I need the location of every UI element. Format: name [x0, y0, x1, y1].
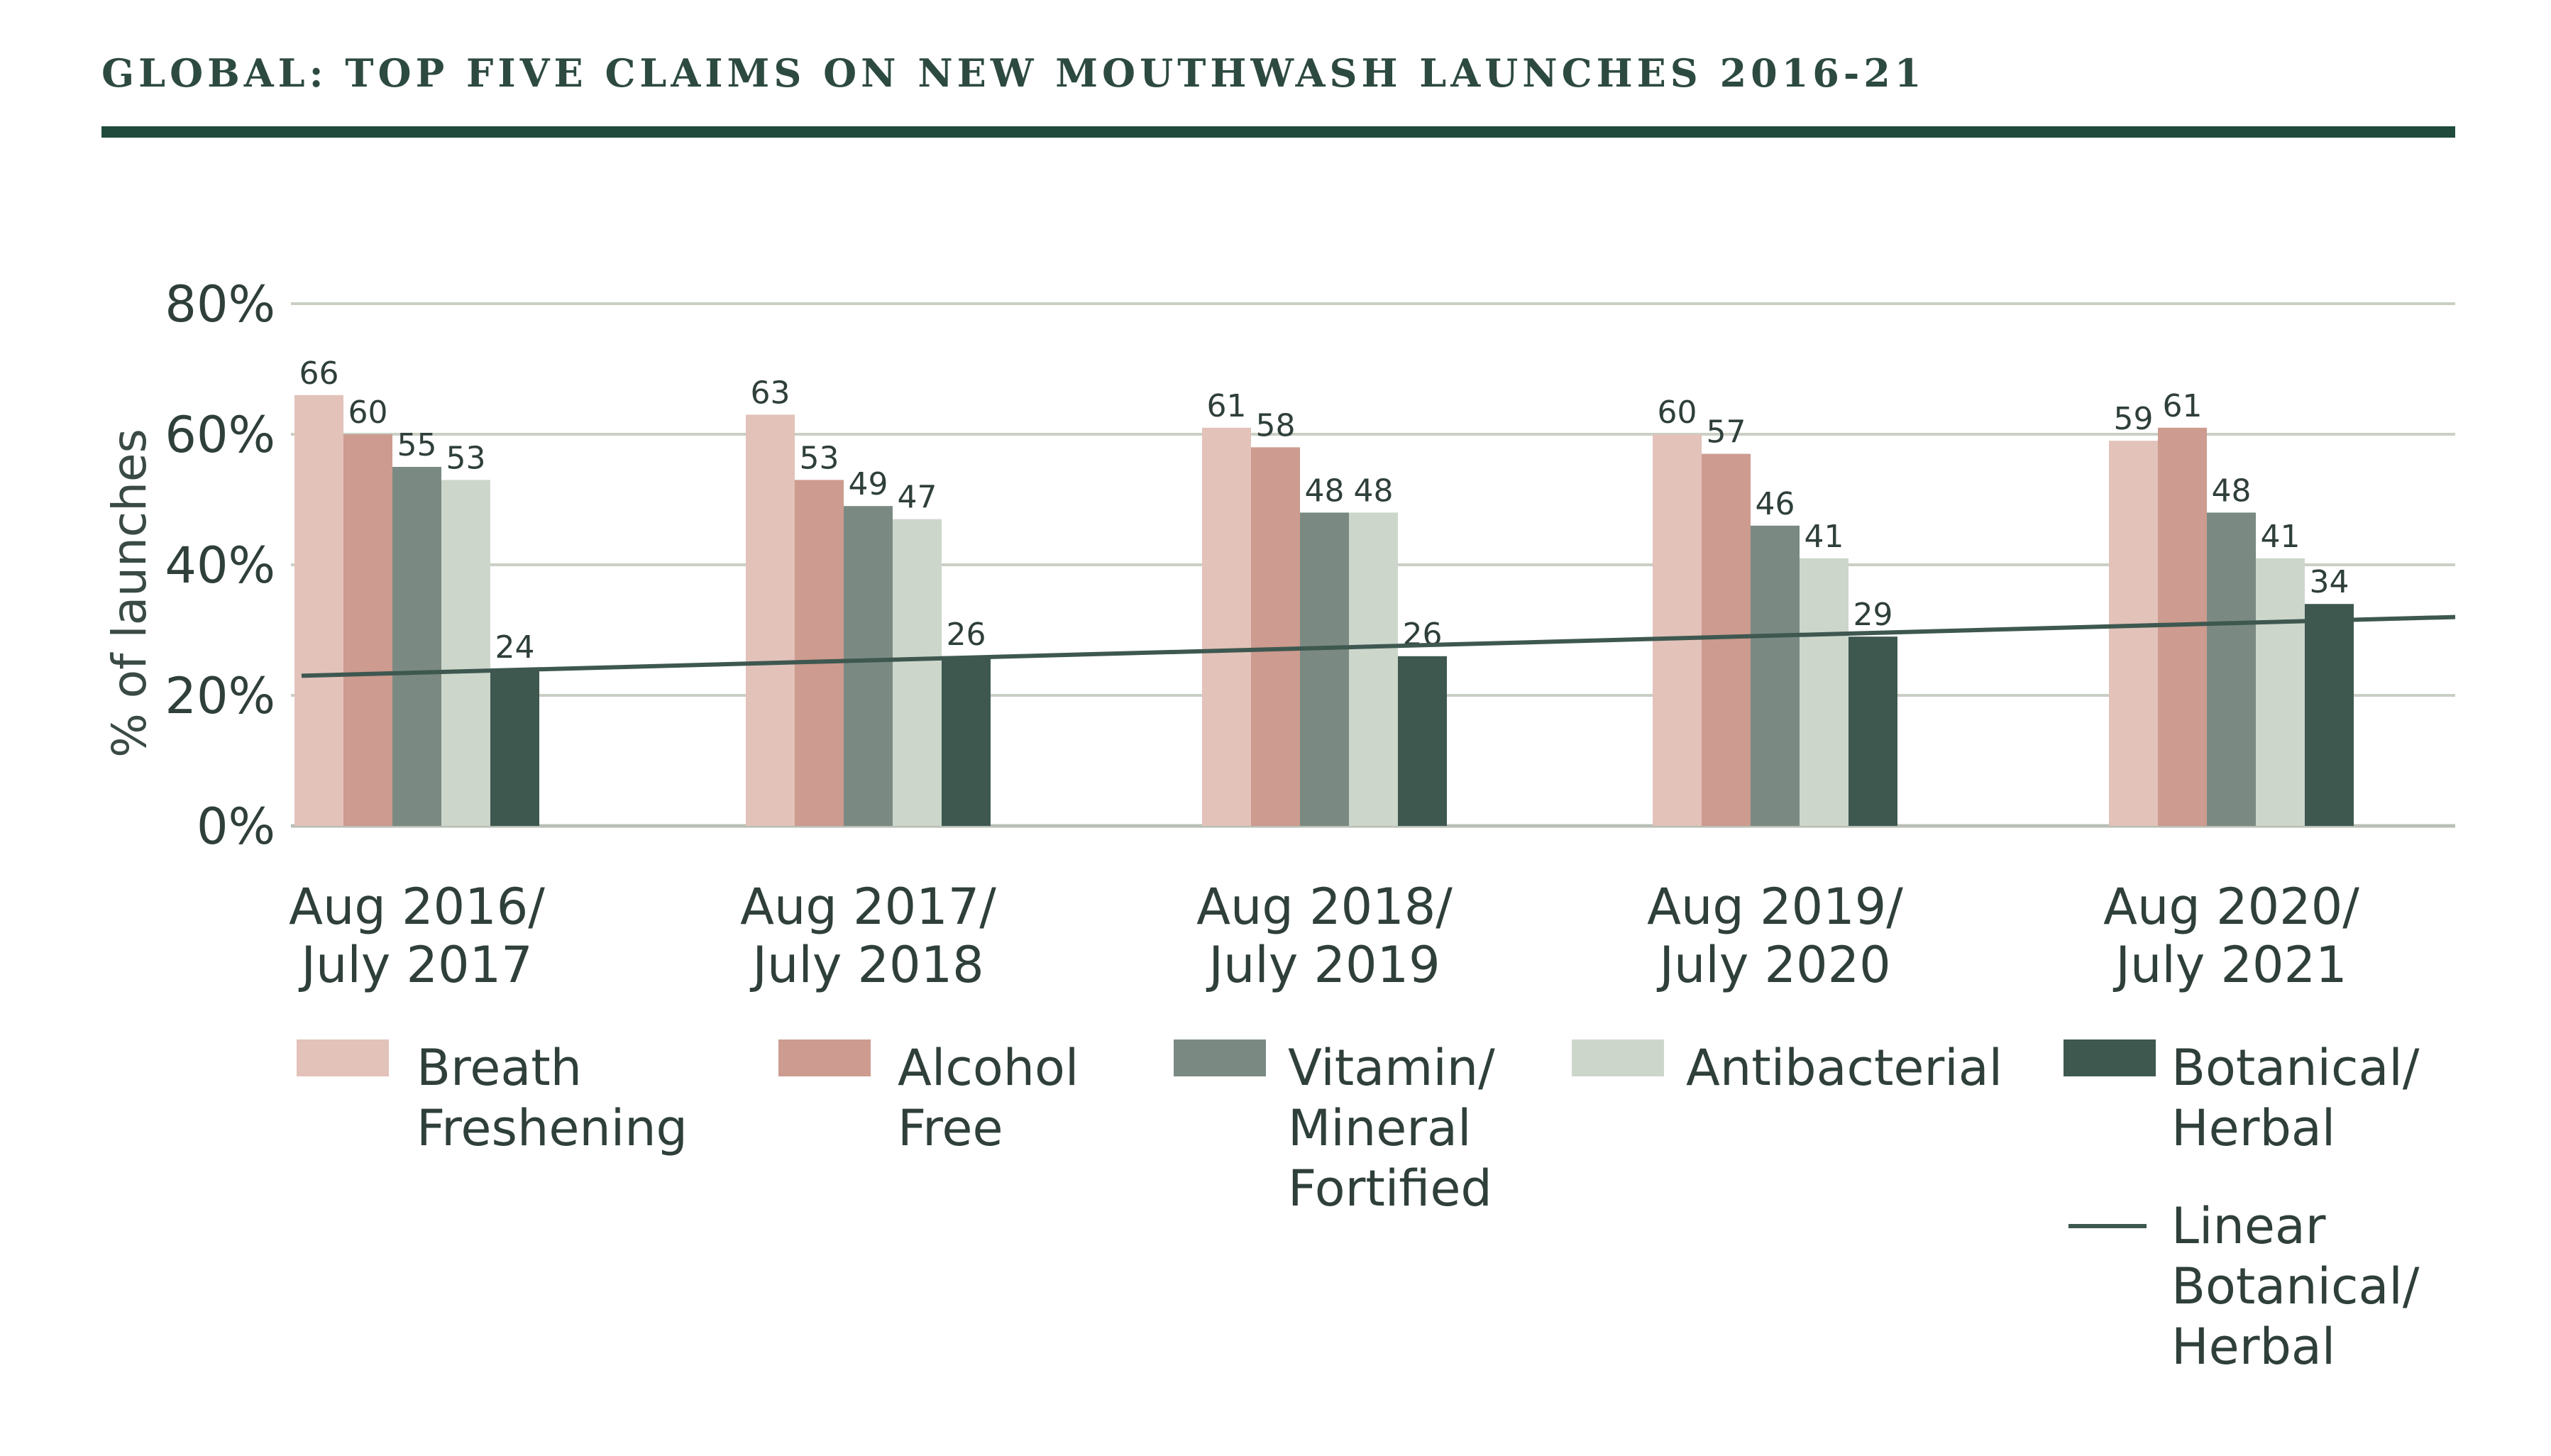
data-label: 63: [751, 375, 790, 411]
bar: [1300, 512, 1349, 826]
legend-label: Botanical/Herbal: [2171, 1039, 2420, 1157]
legend-swatch: [297, 1039, 389, 1076]
legend-swatch: [778, 1039, 871, 1076]
x-tick-label: Aug 2017/July 2018: [740, 878, 996, 994]
bar: [844, 506, 893, 826]
y-tick-label: 40%: [165, 536, 275, 595]
data-label: 48: [1354, 473, 1394, 509]
legend-label: Antibacterial: [1686, 1039, 2002, 1097]
data-label: 61: [2163, 388, 2203, 424]
data-label: 41: [1805, 519, 1844, 555]
data-label: 47: [898, 480, 937, 516]
bar: [795, 480, 844, 826]
data-label: 46: [1756, 486, 1795, 522]
bar: [441, 480, 490, 826]
legend-label: Alcohol Free: [898, 1039, 1079, 1157]
bar: [392, 467, 441, 826]
bar: [1653, 434, 1702, 826]
x-tick-label: Aug 2020/July 2021: [2103, 878, 2359, 994]
y-tick-label: 0%: [197, 798, 275, 856]
bar: [942, 656, 991, 826]
legend-label: Breath Freshening: [417, 1039, 688, 1157]
bar: [1349, 512, 1398, 826]
data-label: 53: [446, 440, 486, 476]
chart-title: GLOBAL: TOP FIVE CLAIMS ON NEW MOUTHWASH…: [101, 50, 1925, 96]
bar: [1702, 453, 1751, 826]
bar: [893, 519, 942, 826]
y-tick-label: 80%: [165, 275, 275, 333]
bar: [1751, 525, 1800, 826]
data-label: 60: [1658, 395, 1697, 431]
data-label: 24: [495, 629, 535, 666]
y-tick-label: 60%: [165, 406, 275, 464]
legend: Breath Freshening Alcohol Free Vitamin/Miner…: [297, 1039, 2420, 1376]
title-rule: [101, 126, 2455, 138]
data-label: 53: [800, 440, 839, 476]
bar: [2109, 441, 2158, 826]
bars: [294, 395, 2354, 826]
trendline: [301, 614, 2456, 678]
data-label: 57: [1707, 414, 1746, 451]
bar: [294, 395, 343, 826]
bar: [343, 434, 392, 826]
legend-label: Vitamin/Mineral Fortified: [1288, 1039, 1495, 1218]
data-label: 55: [397, 427, 437, 463]
x-tick-label: Aug 2018/July 2019: [1196, 878, 1453, 994]
y-tick-label: 20%: [165, 667, 275, 725]
data-label: 49: [849, 466, 888, 502]
data-label: 58: [1256, 407, 1296, 443]
data-label: 66: [299, 355, 339, 392]
data-label: 60: [348, 395, 388, 431]
legend-swatch: [1174, 1039, 1266, 1076]
legend-swatch: [1572, 1039, 1664, 1076]
data-label: 34: [2310, 564, 2349, 600]
bar: [1848, 636, 1897, 826]
bar: [1202, 427, 1251, 826]
legend-label: Linear Botanical/Herbal: [2171, 1197, 2420, 1376]
bar: [2305, 604, 2354, 826]
x-tick-label: Aug 2016/July 2017: [289, 878, 545, 994]
bar: [746, 414, 795, 826]
bar: [2256, 558, 2305, 826]
legend-swatch: [2064, 1039, 2156, 1076]
data-label: 48: [2212, 473, 2252, 509]
bar: [2207, 512, 2256, 826]
x-tick-label: Aug 2019/July 2020: [1647, 878, 1903, 994]
bar: [1398, 656, 1447, 826]
data-label: 41: [2261, 519, 2301, 555]
data-label: 59: [2114, 401, 2154, 437]
data-label: 61: [1207, 388, 1247, 424]
data-label: 29: [1853, 597, 1893, 633]
bar: [1800, 558, 1848, 826]
data-label: 48: [1305, 473, 1345, 509]
y-axis-label: % of launches: [102, 429, 157, 758]
bar: [490, 669, 539, 826]
bar: [1251, 447, 1300, 826]
data-label: 26: [947, 617, 986, 653]
